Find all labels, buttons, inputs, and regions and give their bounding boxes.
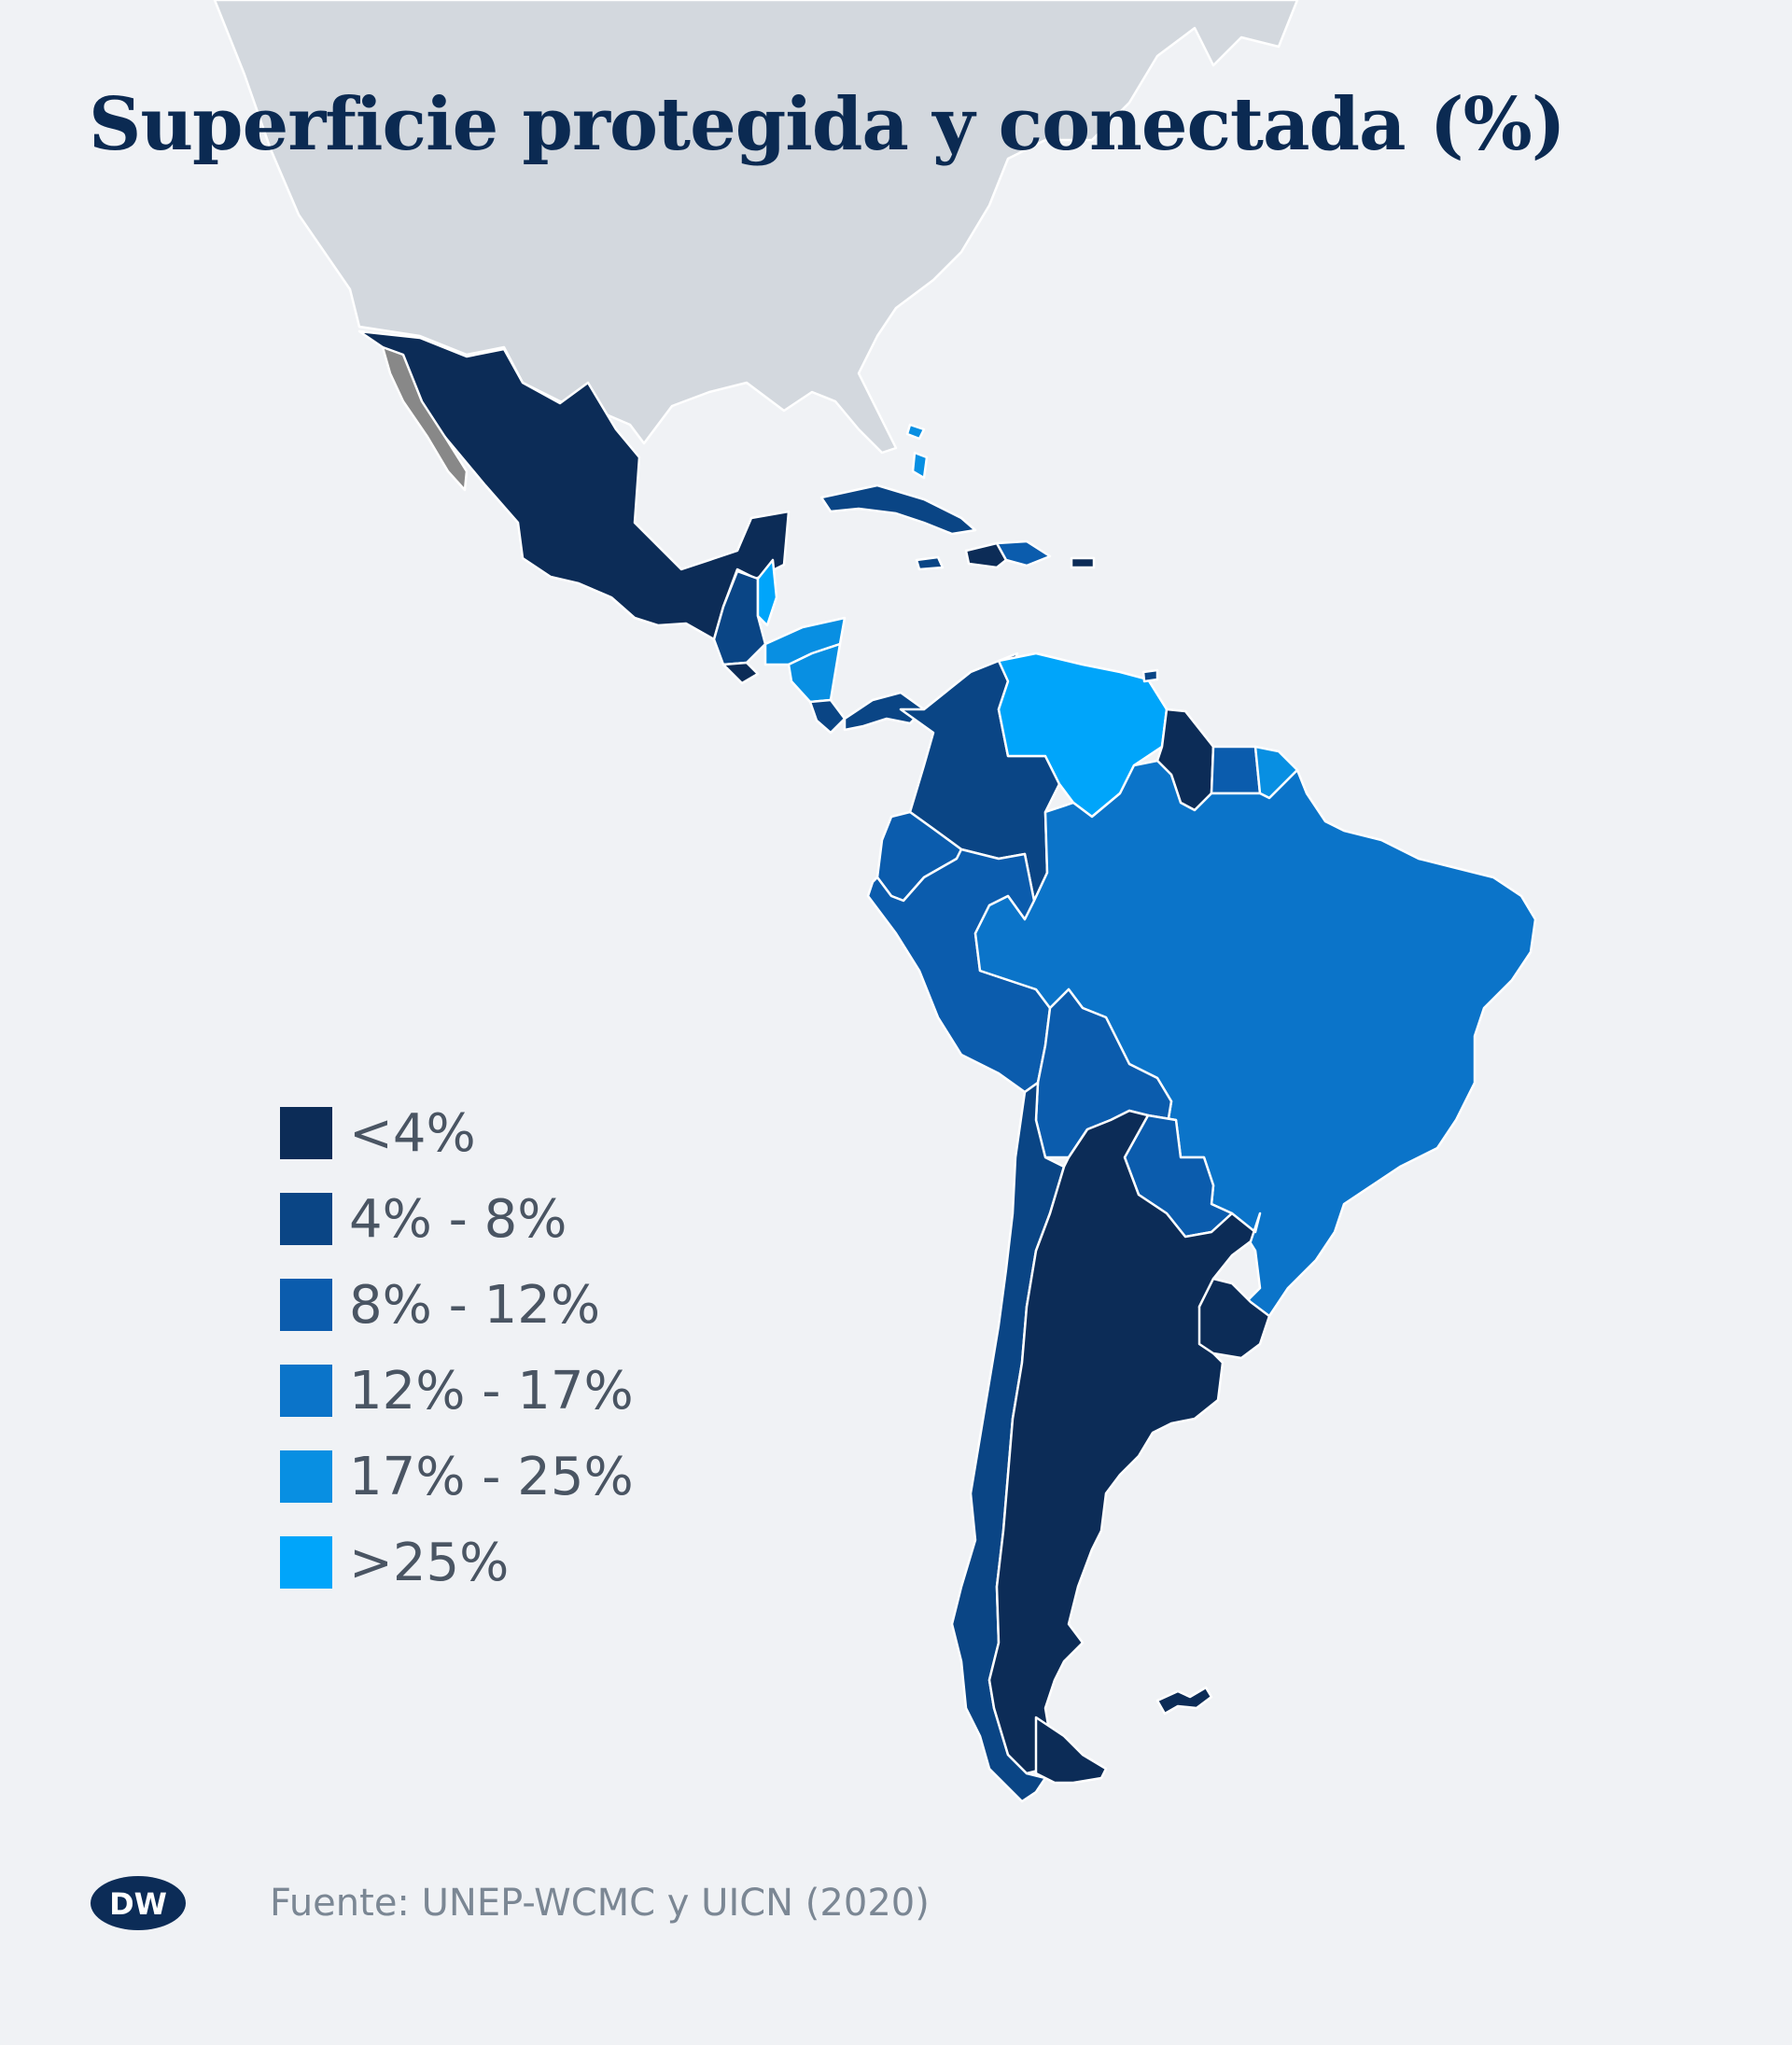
legend-label: 8% - 12%	[349, 1274, 601, 1336]
legend-swatch	[280, 1365, 332, 1417]
legend-swatch	[280, 1193, 332, 1245]
legend-item: 12% - 17%	[280, 1348, 634, 1434]
region-belize	[756, 558, 778, 627]
region-cuba	[819, 483, 977, 536]
region-dominican-republic	[995, 539, 1052, 567]
region-falkland-islands	[1155, 1686, 1213, 1716]
legend-swatch	[280, 1279, 332, 1331]
legend-label: 12% - 17%	[349, 1360, 634, 1422]
region-trinidad-and-tobago	[1141, 668, 1159, 683]
dw-logo-icon: DW	[91, 1876, 186, 1930]
region-bahamas	[905, 423, 926, 441]
region-costa-rica	[808, 698, 847, 735]
region-jamaica	[915, 555, 945, 571]
legend-label: 4% - 8%	[349, 1188, 567, 1250]
legend-label: <4%	[349, 1102, 476, 1164]
region-panama	[843, 691, 926, 732]
map-title: Superficie protegida y conectada (%)	[89, 82, 1566, 167]
legend-swatch	[280, 1450, 332, 1503]
legend-label: >25%	[349, 1532, 510, 1593]
legend-item: >25%	[280, 1520, 634, 1605]
legend-swatch	[280, 1536, 332, 1589]
source-note: Fuente: UNEP-WCMC y UICN (2020)	[270, 1882, 930, 1925]
region-suriname	[1210, 745, 1262, 795]
legend: <4% 4% - 8% 8% - 12% 12% - 17% 17% - 25%…	[280, 1090, 634, 1605]
region-el-salvador	[721, 661, 760, 685]
legend-item: <4%	[280, 1090, 634, 1176]
region-argentina	[1034, 1716, 1108, 1785]
region-bahamas	[911, 451, 929, 480]
footer: DW Fuente: UNEP-WCMC y UICN (2020)	[89, 1874, 930, 1932]
region-puerto-rico	[1070, 556, 1096, 569]
region-argentina	[987, 1109, 1262, 1775]
region-uruguay	[1197, 1277, 1271, 1360]
legend-item: 8% - 12%	[280, 1262, 634, 1348]
legend-label: 17% - 25%	[349, 1446, 634, 1507]
legend-item: 17% - 25%	[280, 1434, 634, 1520]
legend-swatch	[280, 1107, 332, 1159]
dw-logo-text: DW	[109, 1886, 167, 1922]
region-haiti	[964, 541, 1008, 569]
region-mexico-baja	[381, 345, 469, 492]
region-north-america	[213, 0, 1299, 455]
legend-item: 4% - 8%	[280, 1176, 634, 1262]
